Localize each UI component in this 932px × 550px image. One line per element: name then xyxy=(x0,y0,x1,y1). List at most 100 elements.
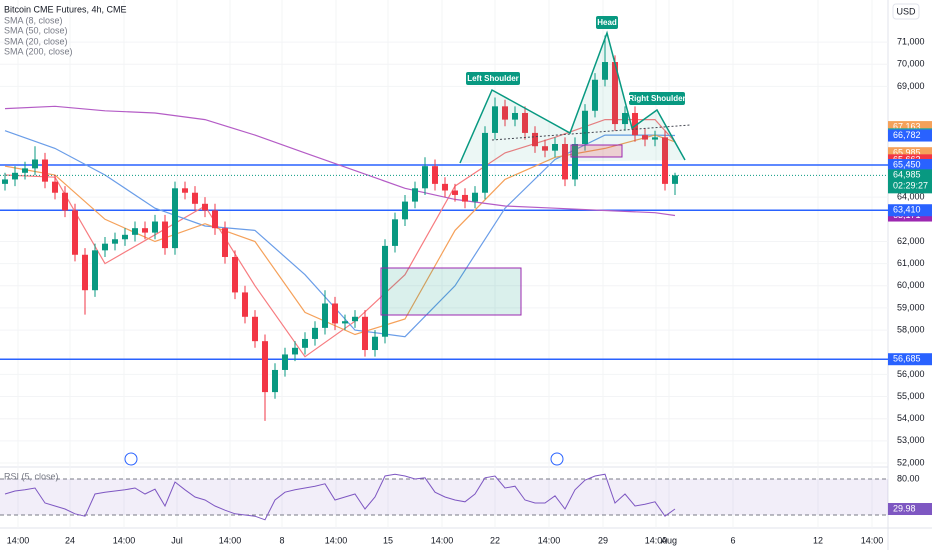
candle-body xyxy=(112,239,118,244)
plot-layer xyxy=(0,0,888,528)
y-tick-label: 69,000 xyxy=(897,81,925,91)
annotation: Left Shoulder xyxy=(467,74,519,83)
y-tick-label: 54,000 xyxy=(897,413,925,423)
pattern-line xyxy=(459,30,686,164)
x-tick-label: 6 xyxy=(730,535,735,545)
candle-body xyxy=(332,303,338,324)
candle-body xyxy=(122,234,128,240)
y-tick-label: 53,000 xyxy=(897,435,925,445)
candle-body xyxy=(12,172,18,180)
price-label-box xyxy=(888,129,932,142)
candle-body xyxy=(172,188,178,249)
candle-body xyxy=(582,110,588,144)
sma-line xyxy=(4,130,676,338)
candle-body xyxy=(422,166,428,189)
y-tick-label: 56,000 xyxy=(897,369,925,379)
candle-body xyxy=(272,369,278,393)
candle-body xyxy=(102,243,108,251)
hline-label-box xyxy=(888,353,932,366)
candle-body xyxy=(292,347,298,355)
candle-body xyxy=(282,354,288,370)
candle-body xyxy=(382,245,388,337)
zone-box xyxy=(380,267,522,316)
price-label: 65,985 xyxy=(893,148,921,158)
x-tick-label: 15 xyxy=(383,535,393,545)
candle-body xyxy=(352,316,358,322)
x-tick-label: 14:00 xyxy=(431,535,454,545)
x-tick-label: 14:00 xyxy=(861,535,884,545)
candle-body xyxy=(232,256,238,293)
pattern-fill xyxy=(460,33,685,163)
currency: USD xyxy=(896,6,916,16)
currency-button[interactable] xyxy=(892,3,920,20)
candle-body xyxy=(302,338,308,348)
legend-entry: SMA (200, close) xyxy=(4,46,73,56)
candle-body xyxy=(542,146,548,151)
candle-body xyxy=(42,159,48,182)
candle-body xyxy=(652,137,658,140)
neckline xyxy=(491,124,691,141)
sma-line xyxy=(4,134,676,336)
countdown: 02:29:27 xyxy=(893,181,928,191)
candle-body xyxy=(532,132,538,147)
zone-box xyxy=(570,144,623,158)
candle-body xyxy=(512,112,518,120)
candle-body xyxy=(22,168,28,173)
x-tick-label: 14:00 xyxy=(645,535,668,545)
x-tick-label: 8 xyxy=(279,535,284,545)
legend-entry: SMA (8, close) xyxy=(4,15,63,25)
candle-body xyxy=(342,321,348,324)
candle-body xyxy=(262,341,268,393)
current-price-label: 64,985 xyxy=(893,170,921,180)
candle-body xyxy=(592,79,598,111)
candle-body xyxy=(182,188,188,193)
candle-body xyxy=(252,316,258,342)
x-tick-label: 14:00 xyxy=(7,535,30,545)
rsi-tick-label: 80.00 xyxy=(897,473,920,483)
candle-body xyxy=(572,143,578,180)
candle-body xyxy=(212,210,218,229)
candle-body xyxy=(522,112,528,133)
candle-body xyxy=(2,179,8,184)
candle-body xyxy=(612,62,618,125)
x-tick-label: 29 xyxy=(598,535,608,545)
y-tick-label: 61,000 xyxy=(897,258,925,268)
event-icon[interactable] xyxy=(124,452,138,466)
hline-label: 56,685 xyxy=(893,354,921,364)
candle-body xyxy=(452,190,458,195)
y-tick-label: 58,000 xyxy=(897,324,925,334)
x-tick-label: Aug xyxy=(661,535,677,545)
candle-body xyxy=(662,137,668,184)
candle-body xyxy=(322,303,328,328)
y-tick-label: 62,000 xyxy=(897,236,925,246)
candle-body xyxy=(412,188,418,202)
candle-body xyxy=(602,62,608,80)
y-tick-label: 52,000 xyxy=(897,457,925,467)
candle-body xyxy=(142,228,148,233)
candle-body xyxy=(152,221,158,233)
x-tick-label: 22 xyxy=(490,535,500,545)
y-tick-label: 59,000 xyxy=(897,302,925,312)
x-tick-label: 14:00 xyxy=(219,535,242,545)
price-label: 67,163 xyxy=(893,121,921,131)
candle-body xyxy=(502,106,508,120)
candle-body xyxy=(312,327,318,339)
candle-body xyxy=(192,192,198,204)
x-tick-label: 24 xyxy=(65,535,75,545)
candle-body xyxy=(132,228,138,235)
event-icon[interactable] xyxy=(550,452,564,466)
x-tick-label: 12 xyxy=(813,535,823,545)
rsi-value-box xyxy=(888,503,932,516)
candle-body xyxy=(202,203,208,211)
annotation: Head xyxy=(597,18,617,27)
candle-body xyxy=(472,192,478,202)
price-label: 66,782 xyxy=(893,130,921,140)
candle-body xyxy=(362,316,368,351)
candle-body xyxy=(242,292,248,317)
sma-line xyxy=(4,105,676,217)
x-tick-label: Jul xyxy=(171,535,183,545)
x-tick-label: 14:00 xyxy=(113,535,136,545)
annotation-box xyxy=(596,16,618,29)
legend-entry: SMA (50, close) xyxy=(4,25,68,35)
